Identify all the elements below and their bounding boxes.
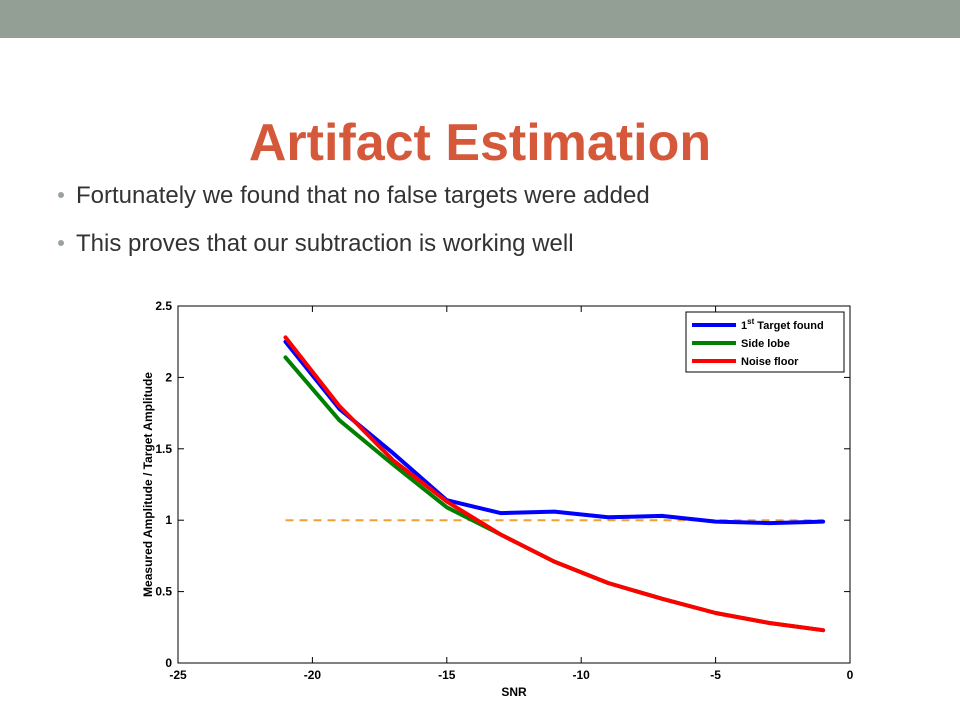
- bullet-text: This proves that our subtraction is work…: [76, 230, 574, 257]
- x-tick-label: -5: [710, 668, 721, 682]
- y-tick-label: 0.5: [155, 585, 172, 599]
- x-tick-label: -10: [573, 668, 591, 682]
- y-axis-label: Measured Amplitude / Target Amplitude: [141, 372, 155, 597]
- bullet-item: This proves that our subtraction is work…: [56, 220, 650, 268]
- legend-label: Side lobe: [741, 338, 790, 350]
- x-tick-label: -15: [438, 668, 456, 682]
- y-tick-label: 2.5: [155, 299, 172, 313]
- bullet-dot-icon: [58, 192, 64, 198]
- series-line-1st-target-found: [283, 339, 826, 526]
- legend-label: Noise floor: [741, 356, 799, 368]
- top-accent-bar: [0, 0, 960, 38]
- bullet-list: Fortunately we found that no false targe…: [56, 172, 650, 268]
- slide-title: Artifact Estimation: [248, 113, 712, 172]
- bullet-dot-icon: [58, 240, 64, 246]
- y-tick-label: 1.5: [155, 442, 172, 456]
- x-tick-label: -25: [169, 668, 187, 682]
- y-tick-label: 1: [165, 513, 172, 527]
- x-axis-label: SNR: [501, 685, 527, 699]
- y-tick-label: 0: [165, 656, 172, 670]
- bullet-item: Fortunately we found that no false targe…: [56, 172, 650, 220]
- bullet-text: Fortunately we found that no false targe…: [76, 182, 650, 209]
- legend-label: 1st Target found: [741, 317, 824, 332]
- x-tick-label: -20: [304, 668, 322, 682]
- snr-amplitude-chart: -25 -20 -15 -10 -5 0 0 0.5 1 1.5 2 2.5 SNR Measured A…: [141, 299, 854, 699]
- y-tick-label: 2: [165, 370, 172, 384]
- x-tick-label: 0: [847, 668, 854, 682]
- series-line-noise-floor: [283, 335, 826, 633]
